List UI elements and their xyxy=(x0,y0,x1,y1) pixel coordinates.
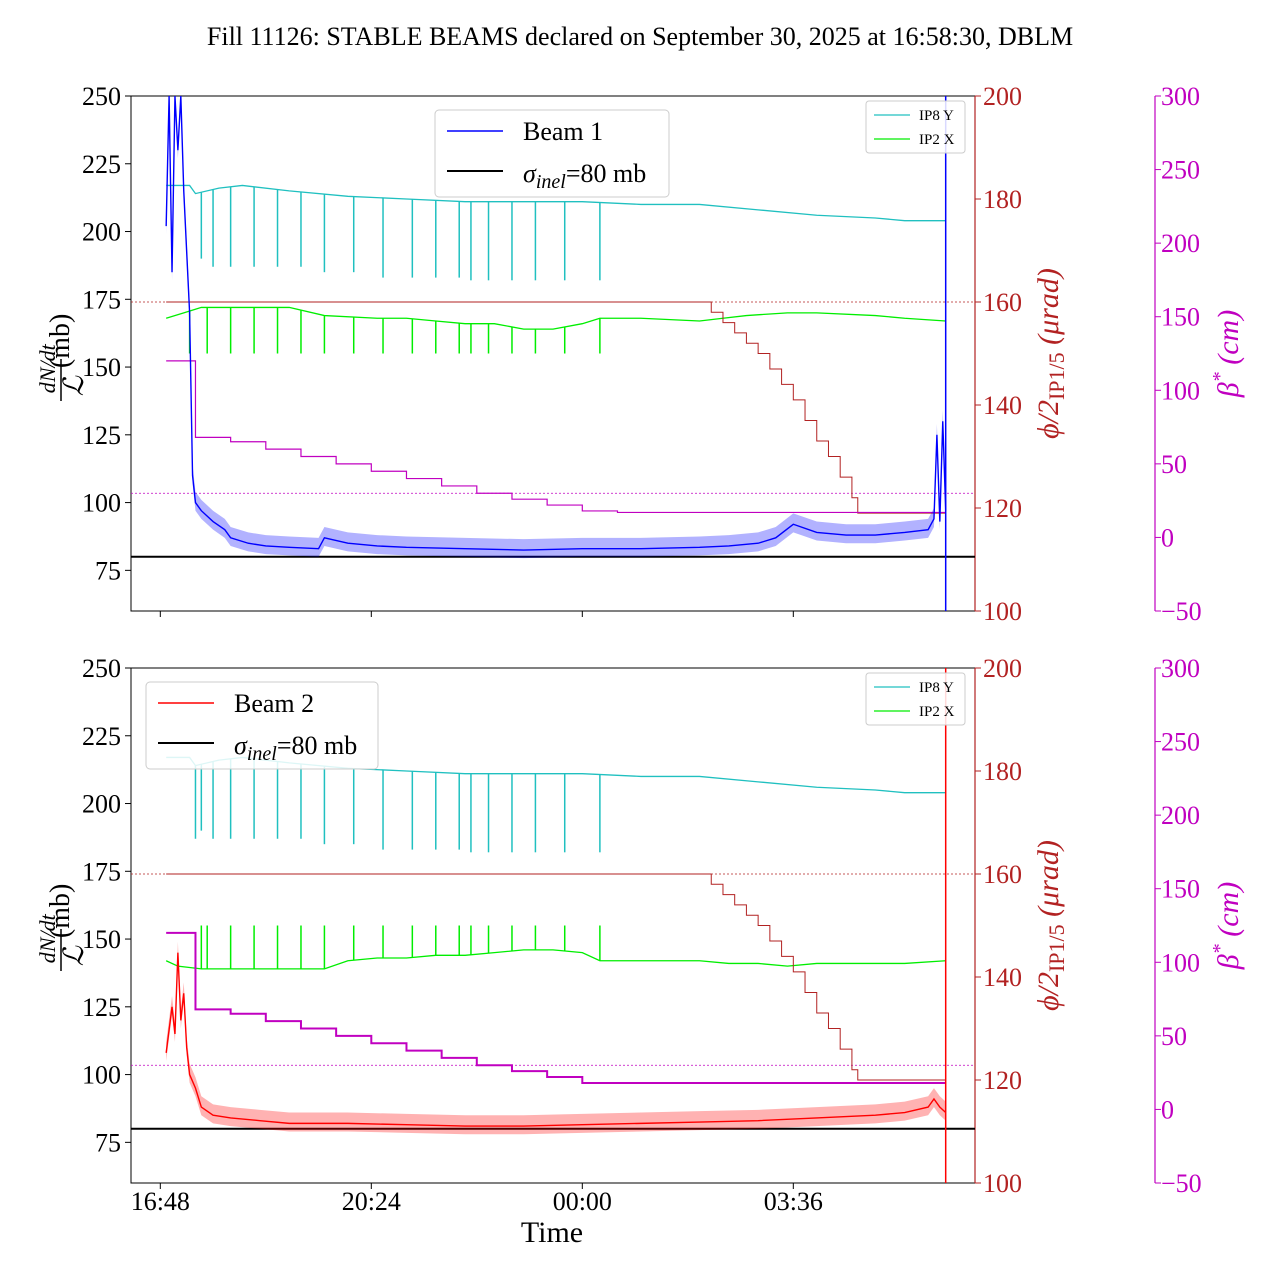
panel-beam-2: 75 100 125 150 175 200 225 250 100 120 140 160 180 20… xyxy=(82,654,1245,1216)
xtick-label: 20:24 xyxy=(342,1187,401,1216)
ytick-right-label: 140 xyxy=(983,963,1022,992)
ytick-right-label: 200 xyxy=(983,654,1022,683)
ytick-left-label: 200 xyxy=(82,218,121,247)
legend-beam-label: Beam 1 xyxy=(523,117,603,146)
ytick-left-label: 75 xyxy=(95,556,121,585)
ytick-far-label: 150 xyxy=(1161,875,1200,904)
ytick-far-label: 0 xyxy=(1161,1095,1174,1124)
ytick-left-label: 200 xyxy=(82,790,121,819)
figure-title: Fill 11126: STABLE BEAMS declared on Sep… xyxy=(207,22,1073,51)
legend-main-frame xyxy=(145,681,379,770)
legend-ip2x-label: IP2 X xyxy=(919,704,955,720)
ylabel-left-text: dN/dtℒ(mb) xyxy=(35,884,90,967)
ytick-right-label: 180 xyxy=(983,757,1022,786)
ytick-left-label: 175 xyxy=(82,857,121,886)
legend-main: Beam 1 σinel=80 mb xyxy=(434,109,670,198)
ytick-left-label: 75 xyxy=(95,1128,121,1157)
legend-sigma-label: σinel=80 mb xyxy=(523,159,646,193)
ytick-right-label: 180 xyxy=(983,185,1022,214)
series-ip2x xyxy=(165,949,946,970)
ytick-right-label: 200 xyxy=(983,82,1022,111)
series-beta-star xyxy=(166,360,946,514)
ylabel-right: ϕ/2IP1/5 (μrad) xyxy=(1032,840,1069,1011)
xtick-label: 03:36 xyxy=(764,1187,823,1216)
legend-ip8y-label: IP8 Y xyxy=(919,680,954,696)
ytick-left-label: 225 xyxy=(82,722,121,751)
ytick-left-label: 100 xyxy=(82,1061,121,1090)
ytick-right-label: 120 xyxy=(983,494,1022,523)
ytick-left-label: 150 xyxy=(82,353,121,382)
legend-ip-frame xyxy=(865,100,966,154)
ytick-far-label: 200 xyxy=(1161,229,1200,258)
ytick-left-label: 225 xyxy=(82,150,121,179)
series-beam xyxy=(165,96,947,551)
series-phi-half xyxy=(166,301,946,514)
ytick-left-label: 250 xyxy=(82,82,121,111)
ytick-far-label: −50 xyxy=(1161,1169,1202,1198)
xtick-label: 00:00 xyxy=(553,1187,612,1216)
xlabel: Time xyxy=(521,1216,583,1249)
legend-ip: IP8 Y IP2 X xyxy=(865,100,966,154)
ytick-left-label: 175 xyxy=(82,285,121,314)
series-ip2x xyxy=(165,306,946,330)
plot-area xyxy=(131,96,975,611)
ytick-right-label: 160 xyxy=(983,860,1022,889)
ytick-left-label: 100 xyxy=(82,489,121,518)
ylabel-left-text: dN/dtℒ(mb) xyxy=(35,314,90,397)
ylabel-far: β* (cm) xyxy=(1209,882,1245,970)
ytick-far-label: 250 xyxy=(1161,728,1200,757)
series-phi-half xyxy=(166,873,946,1081)
legend-ip2x-label: IP2 X xyxy=(919,132,955,148)
ytick-far-label: 100 xyxy=(1161,948,1200,977)
series-ip8y xyxy=(166,184,946,222)
ytick-left-label: 125 xyxy=(82,421,121,450)
ytick-right-label: 100 xyxy=(983,1169,1022,1198)
ytick-far-label: 150 xyxy=(1161,303,1200,332)
ylabel-left-top: dN/dtℒ(mb) xyxy=(35,314,90,401)
ytick-far-label: 0 xyxy=(1161,523,1174,552)
legend-beam-label: Beam 2 xyxy=(234,689,314,718)
ytick-right-label: 160 xyxy=(983,288,1022,317)
beam-uncertainty-band xyxy=(166,941,946,1135)
legend-ip8y-label: IP8 Y xyxy=(919,108,954,124)
legend-main-frame xyxy=(434,109,670,198)
plot-area xyxy=(131,668,975,1183)
legend-main: Beam 2 σinel=80 mb xyxy=(145,681,379,770)
ytick-right-label: 120 xyxy=(983,1066,1022,1095)
ytick-far-label: 50 xyxy=(1161,450,1187,479)
ytick-far-label: −50 xyxy=(1161,597,1202,626)
ylabel-left-bottom: dN/dtℒ(mb) xyxy=(35,884,90,971)
ytick-left-label: 250 xyxy=(82,654,121,683)
panel-beam-1: 75 100 125 150 175 200 225 250 100 120 140 160 180 20… xyxy=(82,82,1245,626)
legend-ip-frame xyxy=(865,672,966,726)
ytick-far-label: 50 xyxy=(1161,1022,1187,1051)
ylabel-right: ϕ/2IP1/5 (μrad) xyxy=(1032,268,1069,439)
legend-ip: IP8 Y IP2 X xyxy=(865,672,966,726)
ytick-right-label: 100 xyxy=(983,597,1022,626)
ytick-left-label: 125 xyxy=(82,993,121,1022)
series-beam xyxy=(165,952,947,1127)
ytick-far-label: 250 xyxy=(1161,156,1200,185)
legend-sigma-label: σinel=80 mb xyxy=(234,731,357,765)
ytick-far-label: 300 xyxy=(1161,82,1200,111)
ytick-far-label: 100 xyxy=(1161,376,1200,405)
ylabel-far: β* (cm) xyxy=(1209,310,1245,398)
ytick-left-label: 150 xyxy=(82,925,121,954)
xtick-label: 16:48 xyxy=(131,1187,190,1216)
ytick-right-label: 140 xyxy=(983,391,1022,420)
ytick-far-label: 200 xyxy=(1161,801,1200,830)
ytick-far-label: 300 xyxy=(1161,654,1200,683)
series-beta-star xyxy=(166,931,946,1084)
